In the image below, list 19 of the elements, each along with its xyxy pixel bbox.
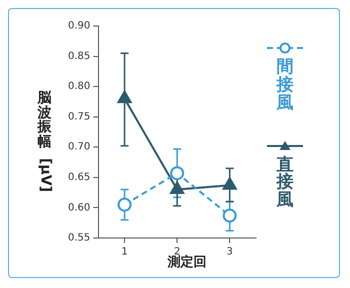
point	[170, 166, 184, 180]
y-tick-label: 0.65	[68, 172, 90, 184]
point	[118, 198, 132, 212]
y-tick-label: 0.85	[68, 50, 90, 62]
y-axis-title: 脳波振幅 [μV]	[37, 90, 54, 192]
point	[170, 182, 184, 194]
y-tick-label: 0.55	[68, 232, 90, 244]
legend-label: 直接風	[276, 154, 294, 210]
y-tick-label: 0.90	[68, 20, 90, 32]
x-tick-label: 3	[226, 246, 233, 258]
y-tick-label: 0.70	[68, 142, 90, 153]
x-tick-label: 1	[121, 246, 128, 258]
point	[222, 177, 237, 190]
point	[222, 208, 237, 223]
y-tick-label: 0.60	[68, 202, 90, 214]
legend-label: 間接風	[276, 57, 294, 113]
y-tick-label: 0.75	[68, 111, 90, 122]
point	[117, 90, 132, 104]
y-tick-label: 0.80	[68, 81, 90, 92]
